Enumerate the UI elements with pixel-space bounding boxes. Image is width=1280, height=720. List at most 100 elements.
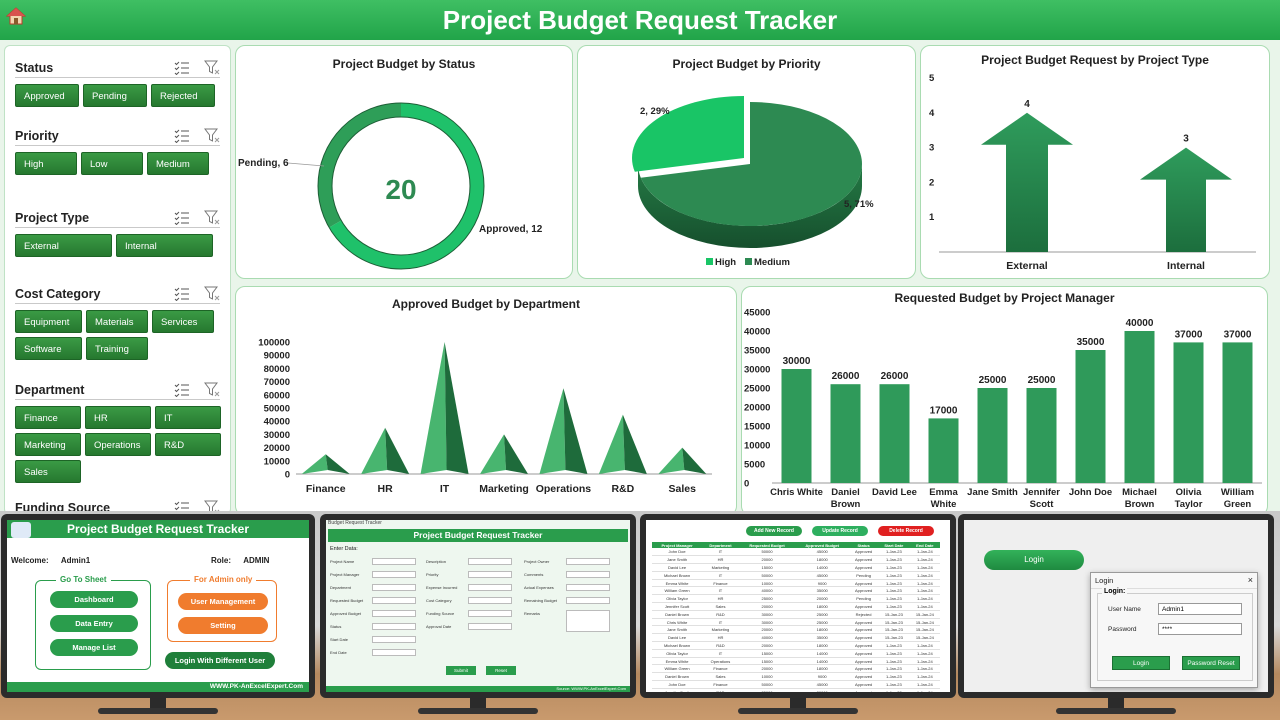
column-header[interactable]: Status [849, 542, 879, 548]
column-header[interactable]: End Date [909, 542, 940, 548]
password-reset-button[interactable]: Password Reset [1182, 656, 1240, 670]
table-row[interactable]: William Green IT 40000 35000 Approved 1-Jan-2… [652, 586, 940, 596]
setting-button[interactable]: Setting [178, 617, 268, 634]
slicer-item[interactable]: High [15, 152, 77, 175]
form-field-input[interactable] [566, 597, 610, 604]
table-row[interactable]: David Lee Marketing 15000 14000 Approved 1-Ja… [652, 563, 940, 572]
slicer-item[interactable]: Training [86, 337, 148, 360]
slicer-item[interactable]: Low [81, 152, 143, 175]
form-subtitle: Enter Data: [330, 546, 358, 552]
table-row[interactable]: Daniel Brown Sales 10000 9000 Approved 1-Jan-… [652, 672, 940, 682]
slicer-item[interactable]: Software [15, 337, 82, 360]
multi-select-icon[interactable] [174, 382, 190, 397]
clear-filter-icon[interactable] [204, 128, 220, 143]
table-row[interactable]: William Green Finance 20000 18000 Approved 1-… [652, 664, 940, 674]
slicer-item[interactable]: Finance [15, 406, 81, 429]
form-field-input[interactable] [566, 610, 610, 632]
login-button[interactable]: Login [1112, 656, 1170, 670]
form-field-input[interactable] [566, 558, 610, 565]
slicer-item[interactable]: Pending [83, 84, 147, 107]
user-management-button[interactable]: User Management [178, 593, 268, 610]
password-label: Password [1108, 626, 1137, 633]
slicer-title: Project Type [15, 211, 90, 225]
pyramid-shade [385, 427, 410, 474]
clear-filter-icon[interactable] [204, 60, 220, 75]
clear-filter-icon[interactable] [204, 210, 220, 225]
table-row[interactable]: Olivia Taylor IT 15000 14000 Approved 1-Jan-2… [652, 649, 940, 658]
dashboard-button[interactable]: Dashboard [50, 591, 138, 608]
slicer-item[interactable]: Medium [147, 152, 209, 175]
table-row[interactable]: John Doe IT 50000 45000 Approved 1-Jan-23 1-Ja… [652, 548, 940, 557]
slicer-item[interactable]: Services [152, 310, 214, 333]
table-row[interactable]: Olivia Taylor HR 25000 20000 Pending 1-Jan-23… [652, 594, 940, 604]
table-row[interactable]: Michael Brown IT 50000 45000 Pending 1-Jan-23… [652, 571, 940, 580]
form-field-input[interactable] [468, 597, 512, 604]
username-input[interactable]: Admin1 [1158, 603, 1242, 615]
table-row[interactable]: Emma White Finance 10000 9000 Approved 1-Jan-… [652, 579, 940, 588]
form-field-input[interactable] [372, 623, 416, 630]
column-header[interactable]: Requested Budget [738, 542, 796, 548]
slicer-item[interactable]: Operations [85, 433, 151, 456]
login-different-user-button[interactable]: Login With Different User [165, 652, 275, 669]
column-header[interactable]: Approved Budget [795, 542, 850, 548]
form-field-input[interactable] [468, 571, 512, 578]
pyramid-bar-it [420, 342, 447, 474]
form-field-input[interactable] [372, 571, 416, 578]
slicer-item[interactable]: Approved [15, 84, 79, 107]
delete-record-button[interactable]: Delete Record [878, 526, 934, 536]
login-launch-button[interactable]: Login [984, 550, 1084, 570]
table-cell: 45000 [795, 680, 850, 689]
close-icon[interactable]: × [1247, 575, 1253, 585]
slicer-item[interactable]: External [15, 234, 112, 257]
data-entry-button[interactable]: Data Entry [50, 615, 138, 632]
form-field-input[interactable] [372, 610, 416, 617]
form-field-input[interactable] [372, 636, 416, 643]
column-header[interactable]: Department [702, 542, 739, 548]
form-field-input[interactable] [372, 558, 416, 565]
form-field-input[interactable] [468, 623, 512, 630]
table-row[interactable]: Jane Smith HR 20000 18000 Approved 1-Jan-23 1-… [652, 555, 940, 565]
multi-select-icon[interactable] [174, 210, 190, 225]
table-row[interactable]: Jennifer Scott Sales 20000 18000 Approved 1-J… [652, 602, 940, 611]
form-field-input[interactable] [372, 649, 416, 656]
password-input[interactable]: **** [1158, 623, 1242, 635]
multi-select-icon[interactable] [174, 286, 190, 301]
table-row[interactable]: Daniel Brown R&D 30000 25000 Rejected 15-Jan-… [652, 610, 940, 619]
clear-filter-icon[interactable] [204, 286, 220, 301]
table-row[interactable]: Emma White Operations 15000 14000 Approved 1-… [652, 657, 940, 666]
form-field-input[interactable] [566, 571, 610, 578]
slicer-item[interactable]: Materials [86, 310, 148, 333]
form-field-input[interactable] [468, 610, 512, 617]
manage-list-button[interactable]: Manage List [50, 639, 138, 656]
table-row[interactable]: David Lee HR 40000 35000 Approved 15-Jan-23 15… [652, 633, 940, 643]
slicer-item[interactable]: Rejected [151, 84, 215, 107]
column-header[interactable]: Project Manager [652, 542, 703, 548]
table-row[interactable]: Chris White IT 30000 25000 Approved 15-Jan-23… [652, 618, 940, 627]
home-icon[interactable] [6, 6, 26, 26]
multi-select-icon[interactable] [174, 128, 190, 143]
column-header[interactable]: Start Date [878, 542, 910, 548]
clear-filter-icon[interactable] [204, 382, 220, 397]
slicer-item[interactable]: Marketing [15, 433, 81, 456]
form-field-input[interactable] [468, 558, 512, 565]
form-field-input[interactable] [566, 584, 610, 591]
slicer-item[interactable]: IT [155, 406, 221, 429]
goto-group: Go To Sheet Dashboard Data Entry Manage … [35, 575, 151, 670]
form-field-input[interactable] [468, 584, 512, 591]
table-row[interactable]: John Doe Finance 50000 45000 Approved 1-Jan-2… [652, 680, 940, 689]
multi-select-icon[interactable] [174, 60, 190, 75]
slicer-item[interactable]: Internal [116, 234, 213, 257]
slicer-item[interactable]: R&D [155, 433, 221, 456]
reset-button[interactable]: Reset [486, 666, 516, 675]
slicer-item[interactable]: HR [85, 406, 151, 429]
add-record-button[interactable]: Add New Record [746, 526, 802, 536]
table-row[interactable]: Jennifer ScottR&D2500020000Approved1-Jan… [652, 688, 940, 692]
update-record-button[interactable]: Update Record [812, 526, 868, 536]
form-field-input[interactable] [372, 597, 416, 604]
submit-button[interactable]: Submit [446, 666, 476, 675]
slicer-item[interactable]: Equipment [15, 310, 82, 333]
table-row[interactable]: Jane Smith Marketing 20000 18000 Approved 15-… [652, 625, 940, 635]
slicer-item[interactable]: Sales [15, 460, 81, 483]
form-field-input[interactable] [372, 584, 416, 591]
table-row[interactable]: Michael Brown R&D 20000 18000 Approved 1-Jan-… [652, 641, 940, 650]
